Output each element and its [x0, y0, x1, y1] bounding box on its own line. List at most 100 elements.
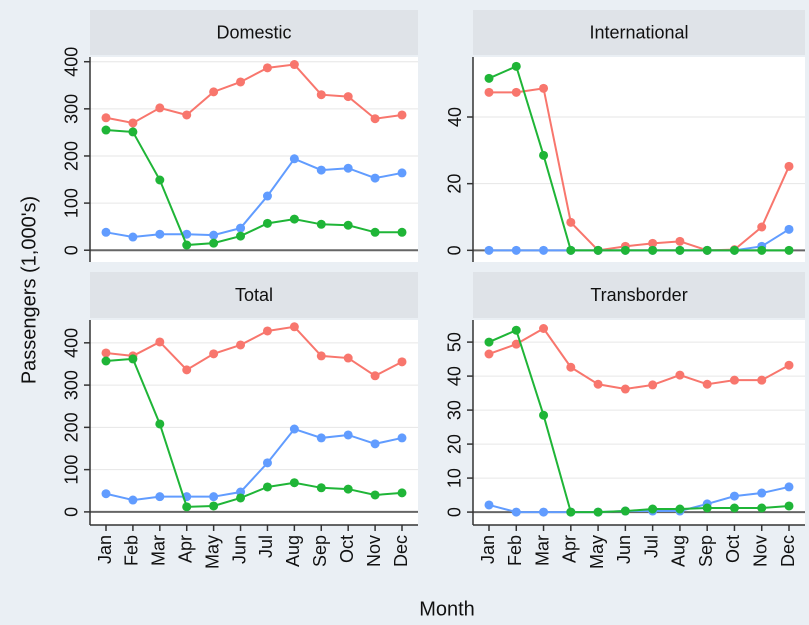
x-tick-label: Nov	[364, 535, 384, 567]
point	[101, 227, 111, 237]
x-tick-label: Sep	[310, 535, 330, 567]
x-tick-label: Dec	[391, 535, 411, 567]
point	[757, 375, 767, 385]
point	[397, 227, 407, 237]
point	[648, 238, 658, 248]
x-tick-label: Jan	[478, 535, 498, 564]
point	[155, 419, 165, 429]
point	[236, 77, 246, 87]
y-tick-label: 0	[445, 245, 465, 255]
point	[155, 229, 165, 239]
point	[262, 326, 272, 336]
point	[343, 353, 353, 363]
point	[289, 154, 299, 164]
y-tick-label: 40	[445, 366, 465, 386]
point	[484, 349, 494, 359]
x-tick-label: Dec	[778, 535, 798, 567]
point	[784, 360, 794, 370]
point	[236, 493, 246, 503]
point	[155, 337, 165, 347]
series-line	[488, 327, 790, 391]
point	[648, 504, 658, 514]
point	[702, 503, 712, 513]
y-tick-label: 200	[62, 141, 82, 171]
point	[182, 229, 192, 239]
point	[236, 223, 246, 233]
point	[370, 439, 380, 449]
point	[262, 482, 272, 492]
point	[539, 323, 549, 333]
point	[757, 245, 767, 255]
point	[209, 492, 219, 502]
point	[397, 357, 407, 367]
point	[155, 103, 165, 113]
point	[511, 507, 521, 517]
point	[289, 60, 299, 70]
point	[784, 482, 794, 492]
point	[648, 245, 658, 255]
y-tick-label: 40	[445, 107, 465, 127]
point	[128, 118, 138, 128]
point	[397, 488, 407, 498]
point	[209, 230, 219, 240]
point	[343, 163, 353, 173]
y-tick-label: 30	[445, 400, 465, 420]
point	[155, 175, 165, 185]
point	[397, 110, 407, 120]
y-tick-label: 0	[62, 507, 82, 517]
x-tick-label: Jul	[256, 535, 276, 558]
series-line	[105, 427, 403, 502]
point	[484, 500, 494, 510]
point	[566, 507, 576, 517]
panel-header	[90, 10, 418, 55]
plot-area	[473, 320, 805, 525]
point	[539, 245, 549, 255]
point	[484, 337, 494, 347]
x-tick-label: Jul	[641, 535, 661, 558]
point	[593, 245, 603, 255]
panel-title: International	[589, 22, 688, 42]
panel-title: Total	[235, 285, 273, 305]
plot-area	[90, 320, 418, 525]
point	[343, 430, 353, 440]
series-line	[488, 328, 790, 514]
point	[539, 410, 549, 420]
x-tick-label: May	[202, 535, 222, 569]
point	[784, 501, 794, 511]
point	[209, 87, 219, 97]
series-line	[105, 325, 403, 377]
series-line	[488, 64, 789, 252]
y-tick-label: 100	[62, 455, 82, 485]
point	[511, 339, 521, 349]
point	[511, 325, 521, 335]
point	[729, 245, 739, 255]
point	[729, 375, 739, 385]
x-tick-label: Apr	[175, 535, 195, 563]
point	[209, 501, 219, 511]
point	[784, 245, 794, 255]
point	[648, 380, 658, 390]
point	[511, 245, 521, 255]
point	[702, 245, 712, 255]
point	[128, 232, 138, 242]
x-tick-label: Jun	[614, 535, 634, 564]
point	[397, 168, 407, 178]
point	[262, 458, 272, 468]
point	[101, 356, 111, 366]
point	[128, 354, 138, 364]
point	[566, 217, 576, 227]
point	[236, 340, 246, 350]
x-tick-label: Jun	[229, 535, 249, 564]
x-tick-label: Apr	[560, 535, 580, 563]
y-tick-label: 300	[62, 370, 82, 400]
point	[784, 224, 794, 234]
y-tick-label: 20	[445, 174, 465, 194]
x-tick-label: Oct	[723, 535, 743, 563]
point	[370, 173, 380, 183]
point	[262, 218, 272, 228]
x-tick-label: Feb	[122, 535, 142, 566]
series-line	[105, 129, 402, 247]
point	[757, 222, 767, 232]
point	[620, 384, 630, 394]
